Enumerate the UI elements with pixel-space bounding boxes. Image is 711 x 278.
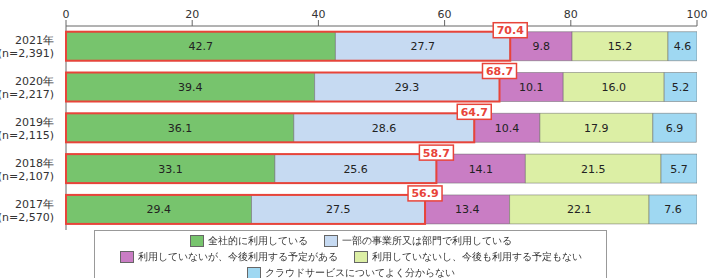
svg-text:80: 80 [564,8,578,21]
svg-text:7.6: 7.6 [664,203,682,216]
svg-text:40: 40 [311,8,325,21]
html-text:利用していないが、今後利用する予定がある: 利用していないが、今後利用する予定がある [137,251,338,262]
svg-text:27.5: 27.5 [326,203,351,216]
svg-text:13.4: 13.4 [455,203,480,216]
svg-text:14.1: 14.1 [469,163,494,176]
svg-text:42.7: 42.7 [188,40,213,53]
html-text:一部の事業所又は部門で利用している: 一部の事業所又は部門で利用している [341,235,512,246]
svg-text:15.2: 15.2 [608,40,633,53]
html-text:全社的に利用している: 全社的に利用している [207,235,308,246]
svg-text:9.8: 9.8 [532,40,550,53]
svg-text:16.0: 16.0 [601,81,626,94]
svg-text:60: 60 [438,8,452,21]
svg-text:4.6: 4.6 [674,40,692,53]
svg-text:2017年(n=2,570): 2017年(n=2,570) [8,198,54,224]
html-text:利用していないし、今後も利用する予定もない: 利用していないし、今後も利用する予定もない [371,251,582,262]
svg-text:100: 100 [687,8,704,21]
svg-text:28.6: 28.6 [372,122,397,135]
svg-text:2020年(n=2,217): 2020年(n=2,217) [8,75,54,101]
svg-text:5.7: 5.7 [670,163,688,176]
svg-text:2021年(n=2,391): 2021年(n=2,391) [8,34,54,60]
svg-text:17.9: 17.9 [584,122,609,135]
svg-text:39.4: 39.4 [178,81,203,94]
svg-text:6.9: 6.9 [666,122,684,135]
svg-text:20: 20 [185,8,199,21]
svg-text:56.9: 56.9 [411,187,438,200]
svg-text:5.2: 5.2 [672,81,690,94]
svg-text:10.4: 10.4 [495,122,520,135]
svg-text:10.1: 10.1 [519,81,544,94]
svg-text:2018年(n=2,107): 2018年(n=2,107) [8,157,54,183]
svg-text:36.1: 36.1 [168,122,193,135]
svg-text:29.3: 29.3 [395,81,420,94]
svg-text:29.4: 29.4 [147,203,172,216]
svg-text:22.1: 22.1 [567,203,592,216]
svg-text:33.1: 33.1 [158,163,183,176]
svg-text:21.5: 21.5 [581,163,606,176]
svg-text:58.7: 58.7 [423,147,450,160]
svg-text:64.7: 64.7 [461,106,488,119]
svg-text:25.6: 25.6 [343,163,368,176]
svg-text:68.7: 68.7 [486,65,513,78]
svg-text:0: 0 [63,8,70,21]
svg-text:70.4: 70.4 [497,24,524,37]
svg-text:2019年(n=2,115): 2019年(n=2,115) [8,116,54,142]
html-text:クラウドサービスについてよく分からない: クラウドサービスについてよく分からない [264,267,455,278]
svg-text:27.7: 27.7 [411,40,436,53]
